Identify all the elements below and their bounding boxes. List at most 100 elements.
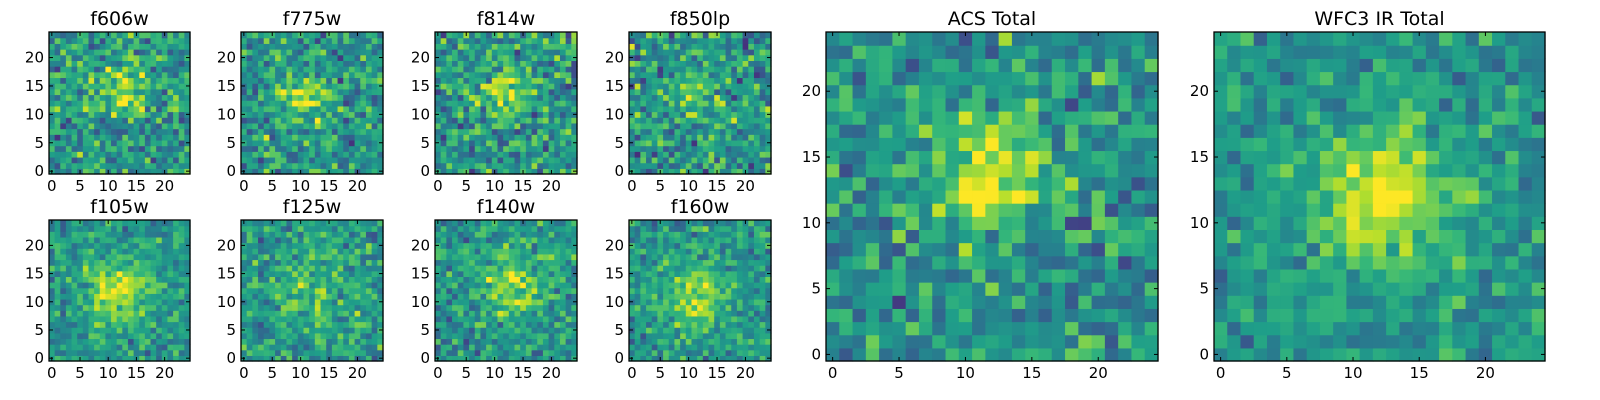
heatmap-cell: [708, 83, 715, 90]
heatmap-cell: [54, 265, 61, 272]
heatmap-cell: [651, 151, 658, 158]
heatmap-cell: [542, 332, 550, 340]
heatmap-cell: [150, 111, 157, 118]
heatmap-cell: [65, 117, 73, 124]
heatmap-cell: [668, 151, 676, 158]
heatmap-cell: [725, 282, 732, 289]
heatmap-cell: [531, 32, 538, 39]
heatmap-cell: [309, 139, 316, 147]
heatmap-cell: [457, 151, 464, 158]
heatmap-cell: [303, 220, 310, 227]
heatmap-cell: [184, 248, 191, 255]
heatmap-cell: [685, 117, 693, 124]
heatmap-cell: [94, 100, 101, 107]
heatmap-cell: [474, 231, 482, 238]
heatmap-cell: [309, 54, 316, 61]
heatmap-cell: [691, 128, 698, 135]
heatmap-cell: [691, 310, 698, 317]
heatmap-cell: [292, 128, 299, 135]
heatmap-cell: [629, 321, 636, 328]
heatmap-cell: [480, 321, 487, 328]
heatmap-cell: [651, 145, 658, 152]
heatmap-cell: [54, 134, 61, 141]
heatmap-cell: [258, 253, 265, 261]
heatmap-cell: [348, 156, 356, 164]
heatmap-cell: [520, 282, 527, 289]
heatmap-cell: [331, 111, 339, 118]
heatmap-cell: [634, 117, 641, 124]
heatmap-cell: [280, 253, 288, 261]
heatmap-cell: [99, 122, 106, 130]
heatmap-cell: [275, 332, 282, 340]
heatmap-cell: [99, 242, 106, 249]
heatmap-cell: [326, 88, 333, 96]
heatmap-cell: [161, 265, 169, 272]
heatmap-cell: [508, 265, 516, 272]
heatmap-cell: [365, 349, 373, 356]
heatmap-cell: [725, 310, 732, 317]
heatmap-cell: [469, 259, 476, 266]
heatmap-cell: [725, 43, 732, 50]
heatmap-cell: [469, 293, 476, 300]
heatmap-cell: [241, 151, 248, 158]
heatmap-cell: [736, 276, 744, 283]
heatmap-cell: [640, 151, 647, 158]
heatmap-cell: [657, 83, 664, 90]
heatmap-cell: [354, 43, 361, 50]
heatmap-cell: [127, 128, 135, 135]
heatmap-cell: [365, 54, 373, 61]
heatmap-cell: [111, 236, 118, 244]
heatmap-cell: [634, 105, 641, 113]
heatmap-cell: [173, 156, 180, 164]
heatmap-cell: [297, 49, 305, 56]
heatmap-cell: [297, 231, 305, 238]
heatmap-cell: [714, 293, 721, 300]
heatmap-cell: [116, 287, 123, 294]
heatmap-cell: [719, 315, 727, 323]
heatmap-cell: [167, 220, 174, 227]
heatmap-cell: [457, 332, 464, 340]
heatmap-cell: [452, 265, 459, 272]
heatmap-cell: [320, 66, 327, 73]
heatmap-cell: [348, 315, 356, 323]
heatmap-cell: [640, 66, 647, 73]
heatmap-cell: [457, 111, 464, 118]
heatmap-cell: [571, 60, 578, 67]
heatmap-cell: [714, 105, 721, 113]
heatmap-cell: [343, 349, 350, 356]
heatmap-cell: [531, 265, 538, 272]
heatmap-cell: [99, 344, 106, 351]
heatmap-cell: [331, 117, 339, 124]
x-tick-label: 15: [513, 364, 532, 382]
heatmap-cell: [565, 253, 572, 261]
heatmap-cell: [708, 276, 715, 283]
heatmap-cell: [139, 117, 146, 124]
heatmap-cell: [651, 128, 658, 135]
heatmap-cell: [303, 139, 310, 147]
heatmap-cell: [150, 310, 157, 317]
heatmap-cell: [54, 128, 61, 135]
heatmap-cell: [54, 321, 61, 328]
heatmap-cell: [150, 145, 157, 152]
heatmap-cell: [725, 168, 732, 175]
heatmap-cell: [348, 259, 356, 266]
heatmap-cell: [657, 37, 664, 44]
heatmap-cell: [531, 100, 538, 107]
heatmap-cell: [731, 43, 738, 50]
heatmap-cell: [668, 349, 676, 356]
heatmap-cell: [241, 338, 248, 345]
heatmap-cell: [139, 156, 146, 164]
heatmap-cell: [708, 32, 715, 39]
heatmap-cell: [252, 231, 259, 238]
heatmap-cell: [503, 355, 510, 362]
heatmap-cell: [731, 344, 738, 351]
heatmap-cell: [184, 304, 191, 311]
heatmap-cell: [736, 32, 744, 39]
heatmap-cell: [252, 32, 259, 39]
heatmap-cell: [759, 66, 766, 73]
heatmap-cell: [731, 338, 738, 345]
heatmap-cell: [668, 282, 676, 289]
heatmap-cell: [337, 236, 344, 244]
heatmap-cell: [314, 111, 322, 118]
heatmap-cell: [537, 83, 544, 90]
